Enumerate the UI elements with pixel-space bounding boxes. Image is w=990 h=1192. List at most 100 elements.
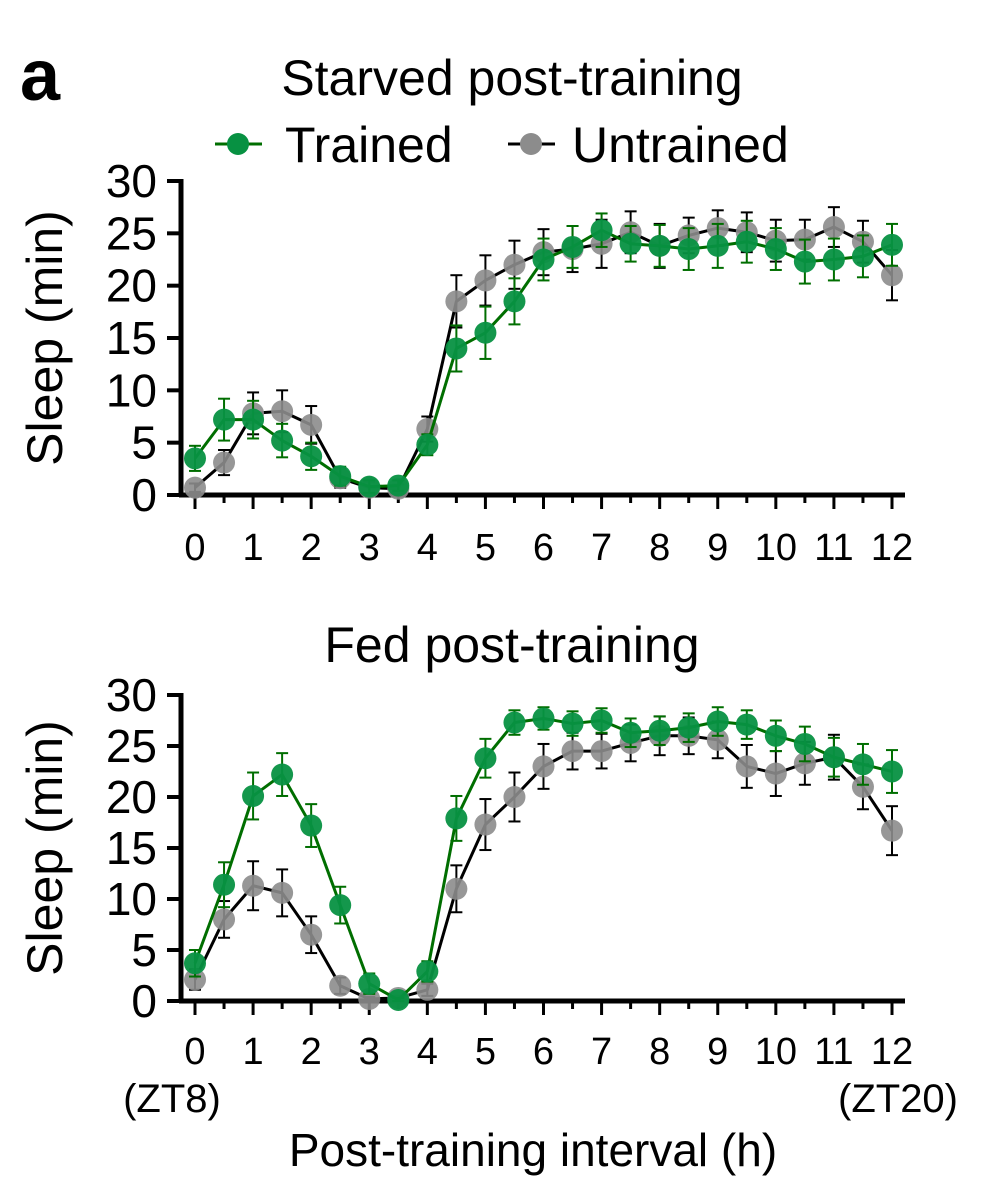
top-y-tick-label: 0	[131, 469, 157, 521]
bottom-y-tick-label: 15	[106, 822, 157, 874]
bottom-trained-point	[242, 784, 265, 807]
top-y-axis-label: Sleep (min)	[17, 210, 73, 466]
top-trained-point	[503, 290, 526, 313]
top-y-tick-label: 30	[106, 155, 157, 207]
bottom-untrained-point	[590, 740, 613, 763]
bottom-untrained-point	[793, 752, 816, 775]
top-y-tick-label: 15	[106, 312, 157, 364]
bottom-trained-point	[300, 814, 323, 837]
top-trained-point	[474, 321, 497, 344]
bottom-trained-point	[184, 952, 206, 975]
bottom-x-tick-label: 3	[359, 1031, 380, 1073]
bottom-x-tick-label: 0	[184, 1031, 205, 1073]
top-x-tick-label: 12	[871, 527, 913, 569]
top-x-tick-label: 5	[475, 527, 496, 569]
bottom-trained-point	[561, 712, 584, 735]
bottom-y-axis-label: Sleep (min)	[17, 720, 73, 976]
bottom-x-tick-label: 11	[814, 1031, 853, 1073]
bottom-x-tick-label: 5	[475, 1031, 496, 1073]
top-trained-point	[445, 337, 468, 360]
bottom-x-tick-label: 10	[755, 1031, 797, 1073]
top-x-tick-label: 3	[359, 527, 380, 569]
top-y-tick-label: 10	[106, 364, 157, 416]
bottom-trained-point	[532, 707, 555, 730]
top-trained-point	[532, 248, 555, 271]
bottom-untrained-point	[300, 923, 323, 946]
top-untrained-point	[881, 264, 903, 287]
bottom-x-tick-label: 1	[243, 1031, 264, 1073]
bottom-trained-point	[329, 894, 352, 917]
top-untrained-point	[445, 290, 468, 313]
bottom-trained-point	[881, 760, 903, 783]
top-trained-point	[619, 232, 642, 255]
bottom-y-tick-label: 0	[131, 975, 157, 1027]
top-trained-point	[881, 233, 903, 256]
top-trained-point	[387, 474, 410, 497]
top-trained-point	[184, 447, 206, 470]
legend-untrained-marker	[520, 133, 542, 155]
bottom-trained-point	[590, 709, 613, 732]
bottom-trained-point	[648, 719, 671, 742]
bottom-trained-point	[851, 753, 874, 776]
top-y-tick-label: 25	[106, 207, 157, 259]
bottom-untrained-point	[881, 819, 903, 842]
top-untrained-point	[184, 476, 206, 499]
top-x-tick-label: 8	[649, 527, 670, 569]
top-untrained-point	[503, 253, 526, 276]
x-axis-label: Post-training interval (h)	[289, 1124, 777, 1176]
top-trained-point	[358, 475, 381, 498]
top-untrained-point	[474, 269, 497, 292]
bottom-trained-point	[474, 747, 497, 770]
top-x-tick-label: 0	[184, 527, 205, 569]
bottom-trained-point	[706, 710, 729, 733]
top-trained-point	[242, 408, 265, 431]
bottom-untrained-point	[474, 813, 497, 836]
bottom-untrained-point	[532, 755, 555, 778]
top-trained-point	[851, 245, 874, 268]
bottom-y-tick-label: 10	[106, 873, 157, 925]
top-x-tick-label: 2	[301, 527, 322, 569]
bottom-trained-point	[416, 960, 439, 983]
top-trained-point	[213, 408, 236, 431]
top-untrained-point	[213, 451, 236, 474]
legend-trained-marker	[227, 133, 249, 155]
top-trained-point	[561, 235, 584, 258]
bottom-untrained-point	[271, 881, 294, 904]
top-x-tick-label: 4	[417, 527, 438, 569]
top-x-tick-label: 6	[533, 527, 554, 569]
top-x-tick-label: 9	[707, 527, 728, 569]
top-trained-point	[764, 238, 787, 261]
bottom-untrained-point	[706, 728, 729, 751]
top-trained-point	[822, 248, 845, 271]
top-chart-title: Starved post-training	[281, 50, 742, 106]
bottom-trained-point	[735, 713, 758, 736]
top-trained-point	[735, 230, 758, 253]
bottom-untrained-point	[764, 762, 787, 785]
top-y-tick-label: 5	[131, 417, 157, 469]
bottom-chart-title: Fed post-training	[324, 617, 699, 673]
bottom-untrained-point	[242, 874, 265, 897]
bottom-untrained-point	[445, 877, 468, 900]
top-trained-point	[677, 238, 700, 261]
top-x-tick-label: 10	[755, 527, 797, 569]
top-untrained-point	[271, 400, 294, 423]
bottom-trained-point	[213, 873, 236, 896]
legend: Trained Untrained	[215, 117, 789, 173]
top-trained-point	[590, 219, 613, 242]
bottom-x-tick-label: 8	[649, 1031, 670, 1073]
bottom-untrained-point	[213, 908, 236, 931]
top-trained-point	[271, 429, 294, 452]
bottom-trained-point	[677, 716, 700, 739]
top-trained-point	[648, 234, 671, 257]
bottom-x-tick-label: 12	[871, 1031, 913, 1073]
bottom-x-tick-label: 7	[591, 1031, 612, 1073]
bottom-x-tick-label: 4	[417, 1031, 438, 1073]
legend-trained-label: Trained	[285, 117, 453, 173]
top-x-tick-label: 11	[814, 527, 853, 569]
x-start-zt-label: (ZT8)	[123, 1077, 221, 1121]
top-untrained-point	[822, 216, 845, 239]
top-x-tick-label: 7	[591, 527, 612, 569]
top-y-tick-label: 20	[106, 260, 157, 312]
bottom-x-tick-label: 2	[301, 1031, 322, 1073]
